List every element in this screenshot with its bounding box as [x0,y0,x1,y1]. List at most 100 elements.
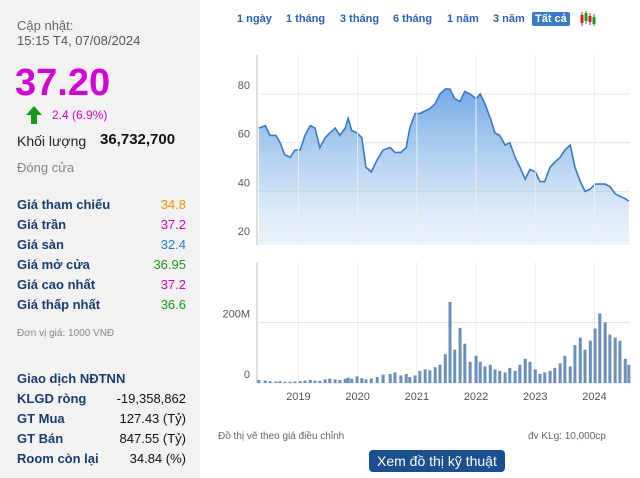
footer-note: Đồ thị vẽ theo giá điều chỉnh [218,431,345,442]
price-value: 36.6 [160,297,186,312]
volume-bar [598,313,602,383]
range-button[interactable]: 3 tháng [340,13,380,25]
volume-bar [483,366,487,383]
up-arrow [26,106,42,124]
volume-bar [488,364,492,383]
volume-bar [278,381,282,383]
volume-bar [338,379,342,383]
range-button[interactable]: 1 tháng [286,13,326,25]
price-label: Giá thấp nhất [17,297,101,312]
foreign-label: KLGD ròng [17,391,87,406]
volume-bar [578,337,582,383]
price-label: Giá cao nhất [17,277,96,292]
volume-bar [263,380,267,383]
price-value: 32.4 [160,237,186,252]
y-tick-label: 80 [238,80,250,92]
volume-bar [381,374,385,383]
range-button[interactable]: 1 ngày [237,13,272,25]
range-button[interactable]: 6 tháng [393,13,433,25]
volume-bar [364,379,368,383]
volume-bar [423,369,427,383]
foreign-title: Giao dịch NĐTNN [17,371,126,386]
volume-bar [608,334,612,383]
volume-bar [399,375,403,383]
change: 2.4 (6.9%) [52,108,108,122]
y-tick-label: 40 [238,177,250,189]
price-label: Giá sàn [17,237,64,252]
volume-bar [375,376,379,383]
volume-bar [418,370,422,383]
volume-bar [346,377,350,383]
volume-bar [404,373,408,383]
price-value: 36.95 [153,257,186,272]
volume-bar [627,364,631,383]
unit-note: Đơn vị giá: 1000 VNĐ [17,328,115,339]
volume-bar [503,372,507,383]
volume-bar [623,358,627,383]
volume-bar [538,373,542,383]
candle-icon[interactable] [579,11,601,27]
volume-bar [573,345,577,383]
volume-bar [393,372,397,383]
volume-bar [328,378,332,383]
volume-bar [318,380,322,383]
foreign-value: 847.55 (Tỷ) [119,431,186,446]
price-value: 37.2 [160,217,186,232]
volume-bar [433,367,437,383]
volume-bar [513,370,517,383]
volume-bar [443,354,447,383]
volume-bar [343,378,347,383]
y-tick-label: 200M [222,309,250,321]
volume-bar [288,381,292,383]
volume-label: Khối lượng [17,133,87,149]
foreign-value: 127.43 (Tỷ) [119,411,186,426]
foreign-value: -19,358,862 [116,391,186,406]
volume-bar [558,363,562,383]
volume-bar [618,340,622,383]
price-value: 34.8 [160,197,186,212]
volume-bar [369,378,373,383]
volume-bar [438,364,442,383]
price: 37.20 [15,62,111,104]
range-button[interactable]: 1 năm [447,13,479,25]
volume-bar [408,376,412,383]
x-tick-label: 2019 [286,391,310,403]
x-tick-label: 2020 [345,391,369,403]
volume-bar [333,379,337,383]
volume-bar [588,340,592,383]
volume-bar [283,381,287,383]
volume-bar [360,378,364,383]
foreign-value: 34.84 (%) [129,451,186,466]
status: Đóng cửa [17,160,75,175]
foreign-label: Room còn lại [17,451,99,466]
volume-bar [498,370,502,383]
foreign-label: GT Mua [17,411,65,426]
price-label: Giá tham chiếu [17,197,111,212]
x-tick-label: 2022 [464,391,488,403]
volume-bar [563,355,567,383]
volume-bar [308,379,312,383]
volume-bar [257,379,261,383]
volume-bar [453,349,457,383]
volume-bar [518,364,522,383]
volume-bar [463,343,467,383]
range-button[interactable]: 3 năm [493,13,525,25]
foreign-label: GT Bán [17,431,64,446]
price-value: 37.2 [160,277,186,292]
volume-bar [458,327,462,383]
y-tick-label: 60 [238,129,250,141]
price-line [258,88,630,202]
footer-unit: đv KLg: 10,000cp [528,431,606,442]
volume-bar [543,372,547,383]
volume-bar [323,379,327,383]
volume-bar [583,349,587,383]
info-panel: Cập nhật: 15:15 T4, 07/08/2024 37.20 2.4… [0,0,200,478]
range-button[interactable]: Tất cả [532,12,570,26]
volume-bar [274,381,278,383]
tech-chart-button[interactable]: Xem đồ thị kỹ thuật [369,450,505,472]
volume: 36,732,700 [100,131,176,148]
volume-bar [528,361,532,383]
volume-bar [268,381,272,383]
